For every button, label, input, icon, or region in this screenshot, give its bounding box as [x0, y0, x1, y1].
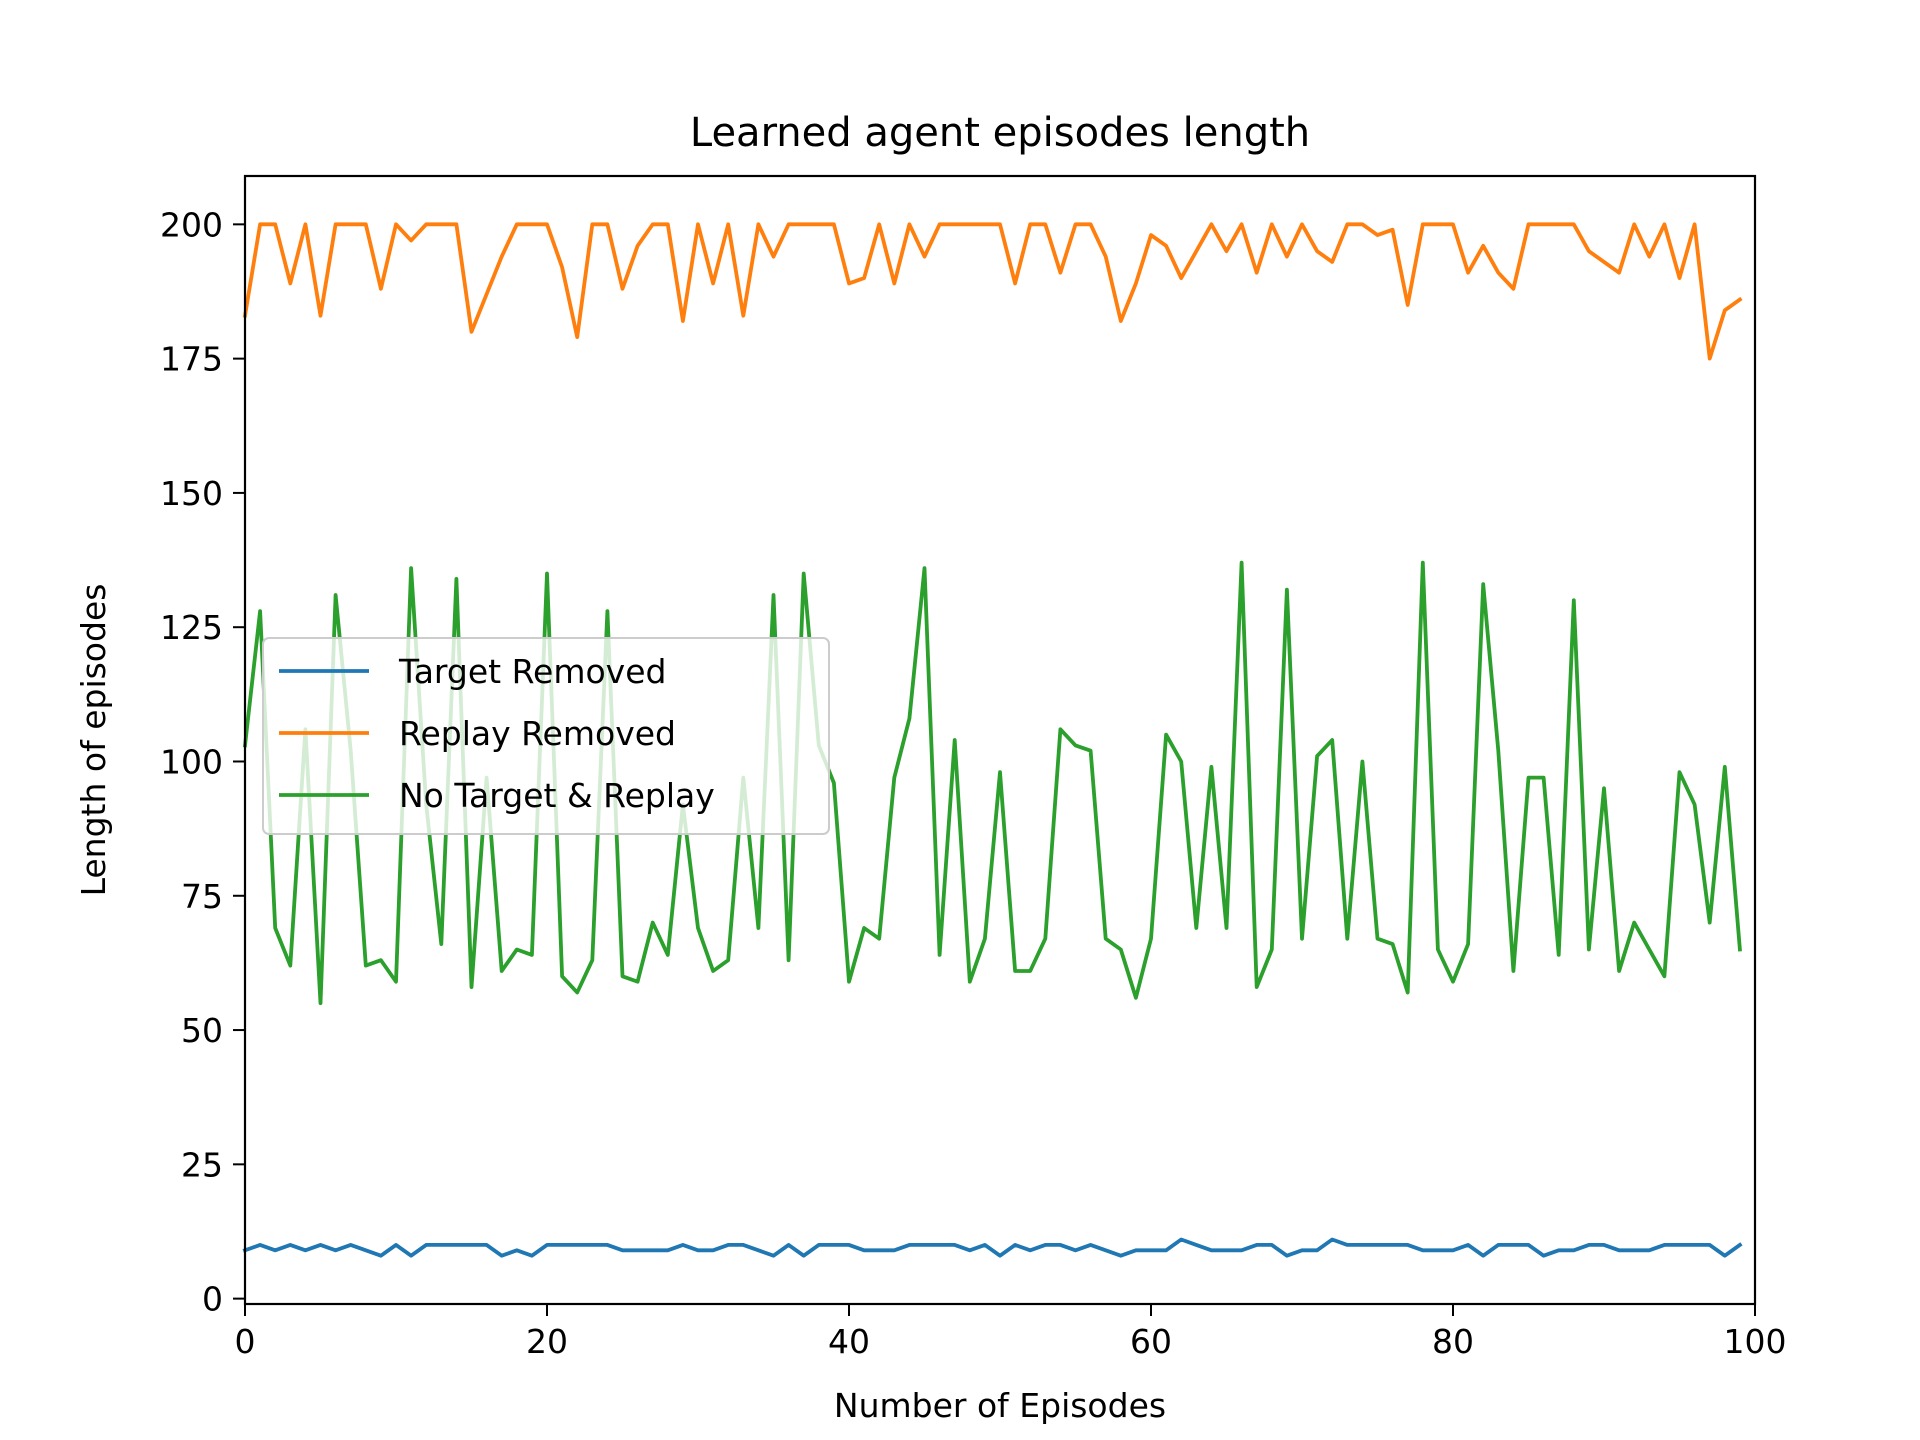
legend-label-0: Target Removed — [398, 652, 666, 691]
y-tick-label: 100 — [160, 742, 223, 781]
series-layer — [242, 222, 1743, 1258]
series-line-0 — [242, 1237, 1743, 1258]
x-axis: 0 20 40 60 80 100 — [235, 1304, 1787, 1361]
x-tick-label: 100 — [1724, 1322, 1787, 1361]
series-line-2 — [242, 560, 1742, 1006]
series-line-1 — [242, 222, 1743, 361]
y-tick-label: 75 — [181, 877, 223, 916]
x-tick-label: 60 — [1130, 1322, 1172, 1361]
chart-title: Learned agent episodes length — [690, 110, 1310, 156]
x-axis-label: Number of Episodes — [834, 1386, 1166, 1425]
legend-label-2: No Target & Replay — [399, 776, 715, 815]
y-tick-label: 200 — [160, 205, 223, 244]
y-tick-label: 25 — [181, 1145, 223, 1184]
y-tick-label: 175 — [160, 340, 223, 379]
y-axis: 0 25 50 75 100 125 150 175 200 — [160, 205, 245, 1319]
y-tick-label: 50 — [181, 1011, 223, 1050]
plot-frame — [243, 174, 1757, 1306]
x-tick-label: 80 — [1432, 1322, 1474, 1361]
legend-box — [262, 637, 830, 835]
x-tick-label: 20 — [526, 1322, 568, 1361]
y-tick-label: 0 — [202, 1280, 223, 1319]
legend-label-1: Replay Removed — [399, 714, 676, 753]
legend: Target Removed Replay Removed No Target & … — [262, 637, 830, 835]
y-axis-label: Length of episodes — [74, 584, 113, 897]
x-tick-label: 0 — [235, 1322, 256, 1361]
x-tick-label: 40 — [828, 1322, 870, 1361]
y-tick-label: 125 — [160, 608, 223, 647]
y-tick-label: 150 — [160, 474, 223, 513]
